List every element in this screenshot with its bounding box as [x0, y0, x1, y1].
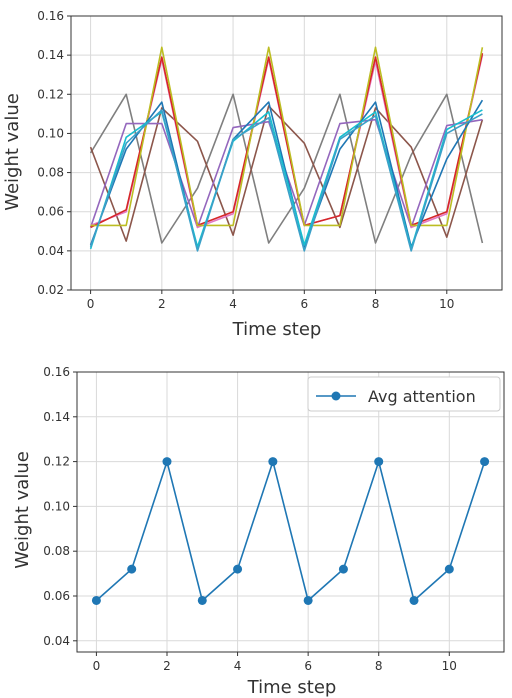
y-tick-label: 0.08: [43, 544, 70, 558]
data-point: [480, 457, 490, 467]
x-tick-label: 4: [229, 297, 237, 311]
y-tick-label: 0.10: [43, 499, 70, 513]
plot-area: 0 2 4 6 8 10 0.04 0.06 0.08 0.10 0.12 0.14 0.16: [43, 365, 505, 673]
data-point: [338, 564, 348, 574]
y-tick-label: 0.06: [43, 589, 70, 603]
y-tick-label: 0.02: [37, 283, 64, 297]
data-point: [197, 595, 207, 605]
y-axis-label: Weight value: [2, 93, 23, 211]
series-line-8: [89, 109, 483, 252]
x-tick-label: 0: [93, 659, 101, 673]
y-tick-label: 0.04: [43, 634, 70, 648]
y-tick-label: 0.14: [37, 48, 64, 62]
data-point: [91, 595, 101, 605]
data-point: [233, 564, 243, 574]
weight-chart-bottom: 0 2 4 6 8 10 0.04 0.06 0.08 0.10 0.12 0.14 0.16 Avg …: [12, 365, 505, 698]
x-tick-label: 10: [439, 297, 454, 311]
x-tick-label: 8: [372, 297, 380, 311]
x-tick-label: 6: [300, 297, 308, 311]
series-line-5: [90, 46, 484, 227]
legend-marker: [331, 391, 341, 401]
legend-box: [307, 376, 501, 412]
data-point: [268, 457, 278, 467]
y-tick-label: 0.06: [37, 205, 64, 219]
y-tick-label: 0.16: [43, 365, 70, 379]
x-tick-label: 4: [234, 659, 242, 673]
series-line-1: [89, 105, 484, 242]
legend-label: Avg attention: [368, 387, 476, 406]
series-line-0: [89, 93, 484, 244]
plot-area: 0 2 4 6 8 10 0.02 0.04 0.06 0.08 0.10 0.12 0.14 0.16: [37, 9, 503, 311]
y-axis-label: Weight value: [12, 451, 33, 569]
x-axis-label: Time step: [247, 677, 337, 698]
y-tick-label: 0.08: [37, 166, 64, 180]
data-point: [409, 595, 419, 605]
data-point: [162, 457, 172, 467]
y-tick-label: 0.16: [37, 9, 64, 23]
axes-frame: [76, 371, 505, 653]
x-tick-label: 10: [442, 659, 457, 673]
x-tick-label: 6: [304, 659, 312, 673]
x-tick-label: 2: [158, 297, 166, 311]
y-tick-label: 0.12: [37, 87, 64, 101]
legend: Avg attention: [307, 376, 501, 412]
data-point: [303, 595, 313, 605]
series-line-0: [95, 460, 486, 602]
data-point: [374, 457, 384, 467]
data-point: [444, 564, 454, 574]
axes-frame: [70, 15, 503, 291]
x-tick-label: 0: [87, 297, 95, 311]
x-tick-label: 2: [163, 659, 171, 673]
data-point: [127, 564, 137, 574]
x-tick-label: 8: [375, 659, 383, 673]
x-axis-label: Time step: [232, 319, 322, 340]
y-tick-label: 0.14: [43, 410, 70, 424]
y-tick-label: 0.04: [37, 244, 64, 258]
y-tick-label: 0.10: [37, 126, 64, 140]
weight-chart-top: 0 2 4 6 8 100.020.040.060.080.100.120.140.16 …: [2, 9, 503, 340]
y-tick-label: 0.12: [43, 455, 70, 469]
series-line-4: [90, 53, 484, 229]
